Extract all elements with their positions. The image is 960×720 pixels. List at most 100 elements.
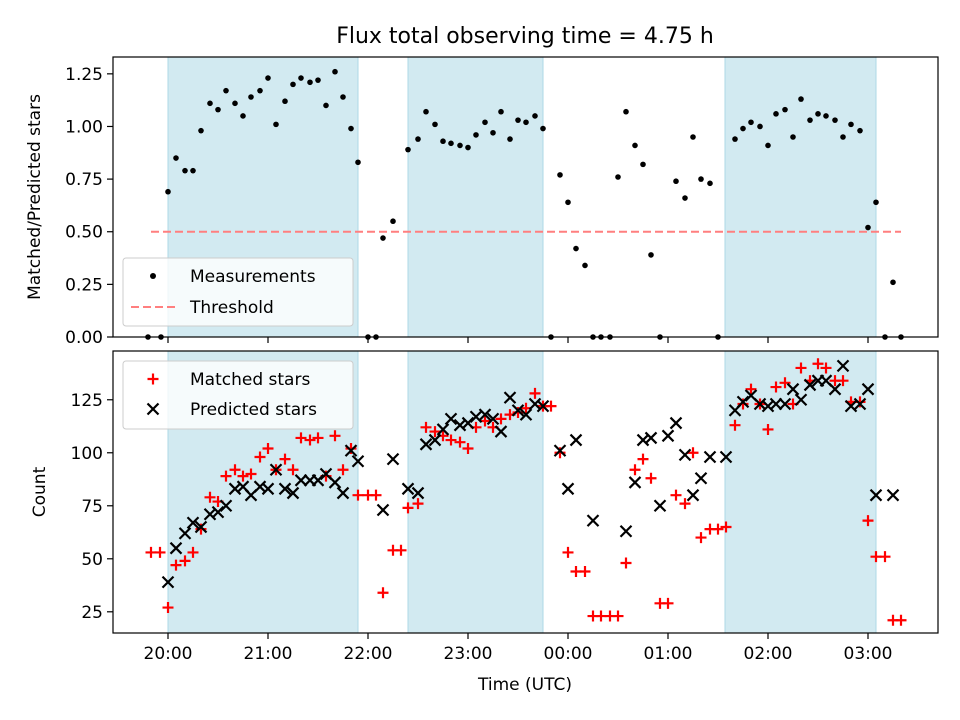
matched-star-point	[262, 443, 274, 455]
y-tick-label: 0.75	[65, 170, 103, 190]
matched-star-point	[377, 587, 389, 599]
count-legend: Matched stars Predicted stars	[122, 360, 354, 430]
matched-star-point	[254, 451, 266, 463]
measurement-point	[448, 140, 454, 147]
matched-star-point	[679, 498, 691, 510]
predicted-star-point	[636, 433, 650, 447]
measurement-point	[565, 199, 571, 206]
predicted-star-point	[736, 395, 750, 409]
measurement-point	[290, 81, 296, 88]
matched-star-point	[237, 470, 249, 482]
measurement-point	[698, 176, 704, 182]
matched-star-point	[762, 423, 774, 435]
measurement-point	[765, 142, 771, 149]
matched-star-point	[712, 523, 724, 535]
measurement-point	[257, 87, 263, 94]
measurement-point	[405, 146, 411, 153]
predicted-star-point	[469, 410, 483, 424]
legend-matched-marker	[147, 373, 159, 385]
measurement-point	[182, 167, 188, 174]
matched-star-point	[620, 557, 632, 569]
measurement-point	[707, 180, 713, 187]
predicted-star-point	[328, 476, 342, 489]
predicted-star-point	[219, 499, 233, 513]
measurement-point	[415, 136, 421, 142]
measurement-point	[380, 235, 386, 241]
matched-star-point	[579, 566, 591, 578]
matched-star-point	[162, 602, 174, 614]
matched-star-point	[837, 375, 849, 387]
y-tick-label: 50	[81, 550, 103, 570]
predicted-star-point	[703, 450, 717, 464]
count-x-ticks: 20:00 21:00 22:00 23:00 00:00 01:00 02:00 03:00	[144, 633, 893, 664]
measurement-point	[615, 174, 621, 180]
y-tick-label: 25	[81, 603, 103, 623]
matched-star-point	[670, 489, 682, 501]
predicted-star-point	[311, 474, 325, 487]
predicted-star-point	[386, 452, 400, 466]
matched-star-point	[312, 432, 324, 444]
matched-star-point	[862, 515, 874, 527]
measurement-point	[815, 111, 821, 117]
predicted-star-point	[569, 433, 583, 447]
ratio-y-axis-label: Matched/Predicted stars	[25, 94, 45, 300]
predicted-star-point	[419, 438, 433, 451]
predicted-star-point	[786, 382, 800, 396]
predicted-star-point	[653, 499, 667, 513]
measurement-point	[648, 252, 654, 258]
measurement-point	[298, 75, 304, 81]
ratio-x-tick-marks	[167, 337, 869, 343]
matched-star-point	[637, 453, 649, 465]
measurement-point	[423, 108, 429, 115]
matched-star-point	[812, 358, 824, 370]
measurement-point	[457, 142, 463, 149]
measurement-point	[323, 102, 329, 109]
x-tick-label: 03:00	[844, 644, 893, 664]
matched-star-point	[295, 432, 307, 444]
predicted-star-point	[828, 382, 842, 396]
count-panel-frame	[112, 350, 939, 634]
predicted-star-point	[186, 516, 200, 530]
measurement-point	[440, 138, 446, 145]
measurement-point	[473, 132, 479, 138]
matched-star-point	[695, 532, 707, 544]
predicted-star-point	[411, 486, 425, 500]
matched-star-point	[462, 443, 474, 455]
legend-label-predicted: Predicted stars	[190, 400, 317, 420]
matched-star-point	[170, 559, 182, 571]
measurement-point	[207, 100, 213, 107]
measurement-point	[465, 144, 471, 151]
y-tick-label: 0.50	[65, 223, 103, 243]
matched-star-point	[420, 421, 432, 433]
measurement-point	[557, 172, 563, 178]
legend-measurement-marker	[150, 273, 156, 279]
predicted-star-point	[486, 412, 500, 426]
measurement-point	[748, 119, 754, 126]
predicted-star-point	[836, 359, 850, 373]
predicted-star-point	[401, 482, 415, 496]
predicted-star-point	[294, 474, 308, 487]
y-tick-label: 75	[81, 497, 103, 517]
measurement-point	[215, 106, 221, 113]
predicted-star-points	[161, 359, 900, 589]
matched-star-point	[562, 546, 574, 558]
measurement-point	[307, 79, 313, 86]
predicted-star-point	[803, 378, 817, 392]
predicted-star-point	[553, 444, 567, 457]
predicted-star-point	[678, 448, 692, 462]
matched-star-point	[645, 472, 657, 484]
measurement-point	[640, 161, 646, 168]
predicted-star-point	[561, 482, 575, 496]
measurement-point	[823, 113, 829, 119]
measurement-point	[757, 123, 763, 130]
ratio-legend: Measurements Threshold	[122, 257, 354, 327]
measurement-point	[673, 178, 679, 185]
predicted-star-point	[778, 397, 792, 411]
measurement-point	[173, 155, 179, 161]
x-tick-label: 00:00	[544, 644, 593, 664]
predicted-star-point	[769, 397, 783, 411]
y-tick-label: 125	[71, 391, 103, 411]
y-tick-label: 0.00	[65, 328, 103, 348]
predicted-star-point	[336, 486, 350, 500]
